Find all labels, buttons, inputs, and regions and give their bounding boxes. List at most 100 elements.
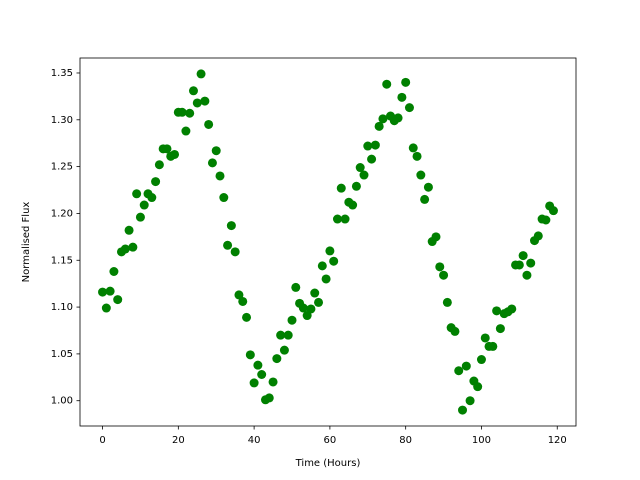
point [492,306,502,316]
point [439,270,449,280]
point [541,215,551,225]
y-tick-label: 1.10 [51,302,73,313]
point [196,69,206,79]
point [120,244,130,254]
point [151,177,161,187]
point [264,393,274,403]
y-tick-label: 1.20 [51,208,73,219]
point [480,333,490,343]
point [204,119,214,129]
point [367,154,377,164]
point [404,103,414,113]
point [219,193,229,203]
point [495,324,505,334]
point [458,405,468,415]
point [416,170,426,180]
point [522,270,532,280]
point [109,266,119,276]
point [412,151,422,161]
y-tick-label: 1.25 [51,162,73,173]
point [181,126,191,136]
point [291,282,301,292]
point [359,170,369,180]
point [257,369,267,379]
point [139,200,149,210]
point [154,160,164,170]
point [355,163,365,173]
point [476,355,486,365]
point [378,114,388,124]
x-tick-label: 80 [399,435,412,446]
point [325,246,335,256]
point [238,296,248,306]
x-tick-label: 40 [248,435,261,446]
point [306,304,316,314]
point [310,288,320,298]
point [370,140,380,150]
y-tick-label: 1.15 [51,255,73,266]
point [287,315,297,325]
point [397,92,407,102]
point [431,232,441,242]
point [317,261,327,271]
point [465,396,475,406]
point [302,311,312,321]
point [363,141,373,151]
x-tick-label: 60 [324,435,337,446]
point [526,258,536,268]
y-tick-label: 1.30 [51,115,73,126]
point [548,206,558,216]
x-tick-label: 20 [172,435,185,446]
point [351,181,361,191]
point [507,304,517,314]
point [314,297,324,307]
point [132,189,142,199]
point [393,113,403,123]
point [192,98,202,108]
point [435,262,445,272]
point [185,108,195,118]
point [461,361,471,371]
point [298,303,308,313]
y-tick-label: 1.35 [51,68,73,79]
point [215,171,225,181]
point [162,144,172,154]
point [128,242,138,252]
point [533,231,543,241]
point [147,193,157,203]
point [518,251,528,261]
point [272,354,282,364]
point [113,295,123,305]
point [135,212,145,222]
point [124,225,134,235]
point [223,240,233,250]
point [188,86,198,96]
y-tick-label: 1.00 [51,396,73,407]
point [245,350,255,360]
point [226,221,236,231]
point [332,214,342,224]
point [420,194,430,204]
point [101,303,111,313]
point [336,183,346,193]
point [423,182,433,192]
point [321,274,331,284]
point [98,287,108,297]
point [276,330,286,340]
point [488,341,498,351]
point [382,79,392,89]
x-axis-label: Time (Hours) [295,458,361,469]
point [242,312,252,322]
point [268,377,278,387]
y-axis-label: Normalised Flux [21,202,32,283]
point [211,146,221,156]
point [454,366,464,376]
point [170,149,180,159]
point [105,286,115,296]
point [473,382,483,392]
point [514,260,524,270]
point [401,77,411,87]
point [408,143,418,153]
point [340,214,350,224]
